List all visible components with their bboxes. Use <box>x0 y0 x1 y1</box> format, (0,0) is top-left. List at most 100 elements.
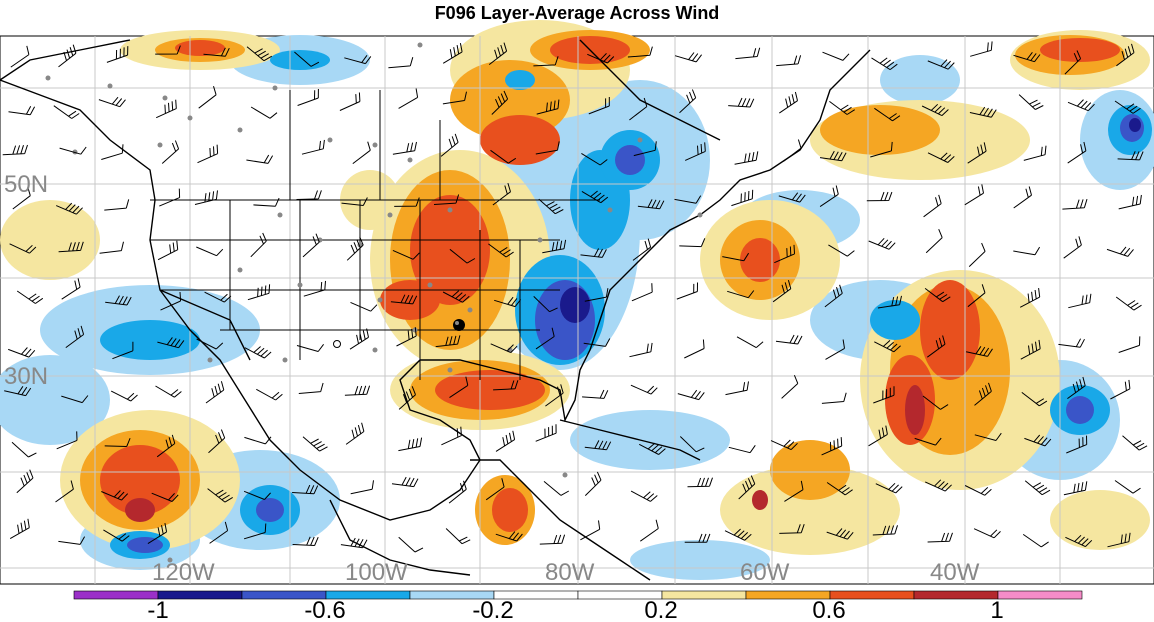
wind-barb <box>1115 296 1142 311</box>
wind-barb <box>244 436 272 445</box>
wind-barb <box>493 380 519 391</box>
wind-barb <box>783 139 802 162</box>
wind-barb <box>494 296 522 308</box>
wind-barb <box>826 528 854 540</box>
wind-barb <box>927 59 955 70</box>
wind-barb <box>106 46 129 63</box>
wind-barb <box>61 278 81 300</box>
wind-barb <box>2 144 28 156</box>
colorbar-label: 0.6 <box>812 597 845 622</box>
wind-barb <box>8 347 36 358</box>
wind-barb <box>243 523 267 540</box>
wind-barb <box>392 141 417 155</box>
wind-barb <box>1068 293 1092 309</box>
wind-barb <box>968 242 986 267</box>
wind-barb <box>58 44 77 68</box>
wind-barbs <box>2 41 1148 553</box>
wind-barb <box>155 99 177 119</box>
wind-barb <box>56 431 78 450</box>
wind-barb <box>874 107 901 122</box>
wind-barb <box>56 202 83 215</box>
wind-barb <box>1106 246 1134 257</box>
wind-barb <box>296 190 322 200</box>
lon-label-60w: 60W <box>740 559 790 586</box>
wind-barb <box>155 45 181 55</box>
wind-barb <box>674 195 702 204</box>
wind-barb <box>1122 435 1148 451</box>
colorbar-label: -0.6 <box>304 597 345 622</box>
colorbar-label: 0.2 <box>644 597 677 622</box>
wind-barb <box>674 52 702 63</box>
wind-barb <box>1107 532 1131 548</box>
colorbar-swatch <box>157 590 243 600</box>
wind-barb <box>488 42 508 65</box>
wind-barb <box>630 490 658 502</box>
wind-barb <box>728 97 755 108</box>
wind-barb <box>927 152 955 163</box>
colorbar-label: 1 <box>990 597 1003 622</box>
wind-barb <box>677 389 705 401</box>
wind-barb <box>630 384 658 395</box>
wind-barb <box>297 88 319 106</box>
wind-barb <box>161 140 180 164</box>
wind-barb <box>588 97 610 115</box>
wind-barb <box>868 425 888 447</box>
wind-barb <box>819 185 839 208</box>
wind-barb <box>679 89 697 114</box>
wind-barb <box>1064 50 1082 75</box>
wind-barb <box>1062 198 1088 210</box>
wind-barb <box>204 291 232 303</box>
wind-barb <box>925 229 943 254</box>
wind-barb <box>101 144 124 160</box>
wind-barb <box>61 395 89 404</box>
longitude-labels: 120W 100W 80W 60W 40W <box>152 559 980 586</box>
wind-barb <box>112 341 134 360</box>
wind-barb <box>10 45 30 68</box>
wind-barb <box>388 57 414 69</box>
wind-barb <box>157 337 185 349</box>
wind-barb <box>728 445 756 454</box>
wind-barb <box>684 533 711 543</box>
wind-barb <box>583 338 611 347</box>
wind-barb <box>1022 533 1049 548</box>
wind-barb <box>495 531 523 542</box>
wind-barb <box>350 301 378 312</box>
wind-barb <box>676 282 698 300</box>
wind-barb <box>631 283 653 302</box>
wind-barb <box>1063 481 1088 496</box>
wind-barb <box>580 520 601 541</box>
wind-barb <box>1020 339 1041 360</box>
wind-barb <box>485 478 505 501</box>
wind-barb <box>725 381 749 396</box>
wind-barb <box>587 53 615 64</box>
wind-barb <box>302 233 320 258</box>
wind-barb <box>339 92 361 111</box>
wind-barb <box>1118 336 1141 353</box>
wind-barb <box>160 291 182 311</box>
wind-barb <box>352 141 371 164</box>
wind-barb <box>196 338 224 350</box>
wind-barb <box>825 339 845 360</box>
wind-barb <box>98 96 126 108</box>
wind-barb <box>877 295 902 309</box>
wind-barb <box>391 476 419 488</box>
wind-barb <box>964 485 992 496</box>
wind-barb <box>779 524 805 534</box>
wind-barb <box>442 290 470 303</box>
wind-barb <box>973 528 1001 539</box>
wind-barb <box>350 480 374 495</box>
wind-barb <box>640 519 659 542</box>
wind-barb <box>866 191 893 202</box>
wind-barb <box>826 482 853 496</box>
wind-barb <box>1013 186 1032 209</box>
wind-barb <box>205 381 225 404</box>
wind-barb <box>543 481 570 496</box>
wind-barb <box>536 99 560 115</box>
wind-barb <box>492 182 511 206</box>
wind-barb <box>8 106 36 116</box>
wind-barb <box>819 150 847 162</box>
wind-barb <box>870 141 893 158</box>
wind-barb <box>244 346 272 359</box>
wind-barb <box>250 232 267 258</box>
wind-barb <box>779 91 798 114</box>
